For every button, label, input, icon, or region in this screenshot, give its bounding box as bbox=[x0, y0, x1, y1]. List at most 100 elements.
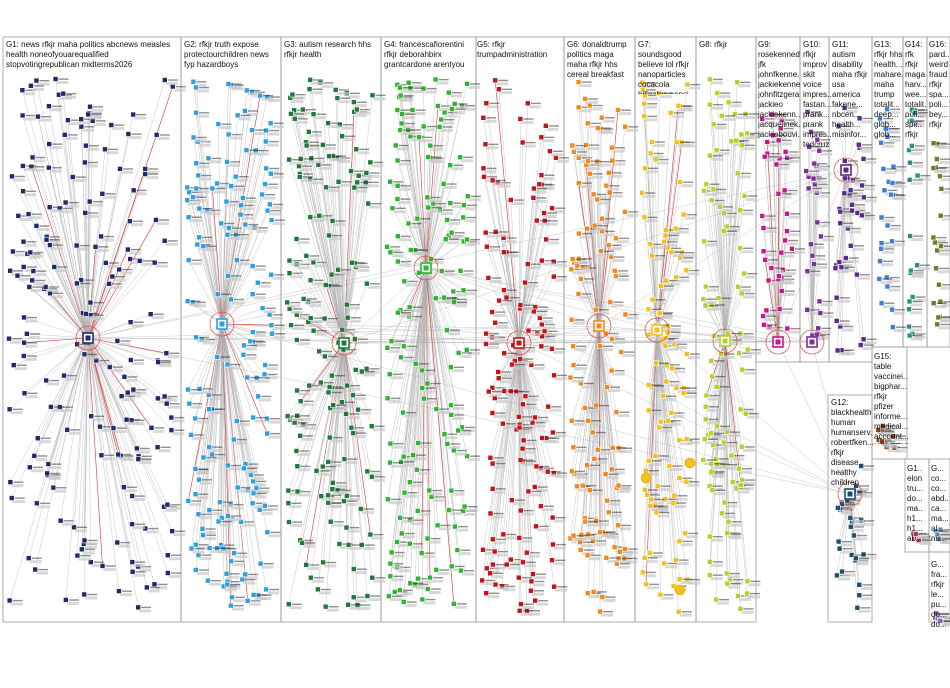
node-label-shadow bbox=[458, 552, 471, 556]
node-label bbox=[169, 352, 180, 354]
node-label-shadow bbox=[113, 278, 126, 282]
node bbox=[27, 464, 33, 471]
node-label-shadow bbox=[675, 497, 688, 501]
node bbox=[567, 374, 574, 381]
node-label-shadow bbox=[373, 97, 386, 101]
node-label bbox=[719, 149, 730, 151]
node-label-shadow bbox=[192, 436, 205, 440]
node bbox=[907, 233, 913, 239]
node-label-shadow bbox=[172, 432, 185, 436]
node-label bbox=[215, 187, 226, 190]
node-label-shadow bbox=[845, 180, 858, 184]
node-label bbox=[706, 298, 717, 300]
node-label-shadow bbox=[721, 208, 734, 212]
node bbox=[224, 361, 231, 368]
node-label bbox=[575, 258, 586, 260]
node-label-shadow bbox=[542, 177, 555, 181]
node bbox=[121, 374, 128, 380]
node bbox=[568, 418, 575, 424]
node bbox=[683, 478, 690, 485]
node-label-shadow bbox=[661, 423, 674, 427]
node bbox=[358, 368, 365, 375]
node-label-shadow bbox=[647, 586, 660, 590]
node-label-shadow bbox=[359, 177, 372, 181]
node bbox=[397, 127, 403, 133]
node-label bbox=[590, 228, 601, 230]
node-label bbox=[66, 93, 77, 95]
node-label-shadow bbox=[304, 426, 317, 430]
node-label-shadow bbox=[354, 599, 367, 603]
node-label-shadow bbox=[218, 185, 231, 189]
node-label-shadow bbox=[601, 253, 614, 257]
node-label bbox=[26, 266, 37, 268]
node-label-shadow bbox=[198, 143, 211, 147]
node-label bbox=[390, 347, 401, 349]
node-label bbox=[498, 231, 509, 233]
node-label-shadow bbox=[325, 358, 338, 362]
edge bbox=[777, 231, 788, 343]
node-label bbox=[720, 463, 731, 465]
edge bbox=[488, 342, 520, 392]
node bbox=[856, 592, 863, 599]
edge bbox=[48, 106, 89, 339]
edge bbox=[656, 329, 662, 422]
node bbox=[405, 220, 412, 227]
edge bbox=[85, 145, 89, 339]
node bbox=[195, 511, 202, 518]
node-label-shadow bbox=[534, 199, 547, 203]
node-label bbox=[621, 557, 632, 560]
node-label-shadow bbox=[38, 440, 51, 444]
node-label bbox=[375, 94, 386, 97]
node-label-shadow bbox=[106, 151, 119, 155]
node bbox=[369, 574, 376, 581]
node-label bbox=[39, 502, 50, 505]
node-label-shadow bbox=[61, 522, 74, 526]
node-label-shadow bbox=[391, 565, 404, 569]
node-label bbox=[20, 275, 31, 277]
node-label bbox=[689, 353, 700, 355]
node bbox=[906, 323, 912, 330]
node bbox=[205, 577, 211, 584]
node-label bbox=[26, 241, 37, 243]
node-label bbox=[839, 297, 850, 299]
node-label bbox=[850, 499, 861, 502]
node-label bbox=[522, 610, 533, 612]
node bbox=[482, 141, 489, 148]
node-label bbox=[263, 95, 274, 97]
node-label-shadow bbox=[401, 97, 414, 101]
node-label bbox=[327, 355, 338, 358]
edge bbox=[644, 95, 658, 331]
node bbox=[649, 252, 655, 259]
node-label-shadow bbox=[625, 213, 638, 217]
node-label-shadow bbox=[463, 107, 476, 111]
node-label bbox=[654, 498, 665, 501]
edge bbox=[425, 267, 428, 590]
node-label-shadow bbox=[861, 347, 874, 351]
edge bbox=[81, 337, 89, 550]
node-label bbox=[713, 472, 724, 474]
node-label bbox=[853, 189, 864, 191]
node-label-shadow bbox=[266, 143, 279, 147]
node-label-shadow bbox=[263, 196, 276, 200]
node bbox=[161, 393, 168, 400]
node bbox=[144, 584, 150, 591]
node bbox=[193, 185, 200, 192]
node-label bbox=[361, 175, 372, 177]
node bbox=[44, 470, 50, 477]
node-label bbox=[355, 262, 366, 264]
node-label-shadow bbox=[272, 276, 285, 280]
node bbox=[672, 557, 679, 563]
node-label bbox=[331, 391, 342, 394]
node-label-shadow bbox=[818, 224, 831, 228]
node-label-shadow bbox=[910, 328, 923, 332]
edge bbox=[408, 129, 427, 269]
node-label-shadow bbox=[686, 535, 699, 539]
node bbox=[228, 602, 234, 609]
node bbox=[326, 153, 332, 160]
node bbox=[391, 589, 398, 595]
node-label bbox=[360, 604, 371, 606]
node bbox=[367, 531, 374, 538]
node-label-shadow bbox=[292, 327, 305, 331]
node bbox=[590, 191, 597, 198]
node-label-shadow bbox=[740, 355, 753, 359]
